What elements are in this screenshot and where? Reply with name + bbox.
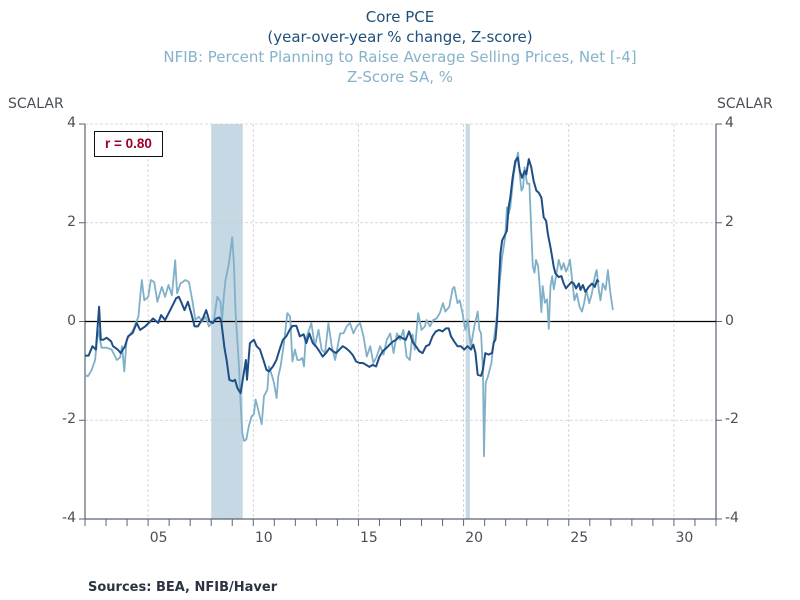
correlation-annotation: r = 0.80 [94,131,163,157]
left-y-tick-label: 0 [67,312,76,329]
left-axis-label: SCALAR [8,96,64,112]
x-tick-label: 15 [360,530,378,546]
left-y-tick-label: 2 [67,213,76,230]
left-y-tick-label: -2 [62,411,76,428]
series-line-core-pce [85,156,600,395]
left-y-tick-label: -4 [62,510,76,526]
chart-subtitle-secondary: NFIB: Percent Planning to Raise Average … [163,48,637,66]
chart-title: Core PCE [365,8,435,26]
right-axis-label: SCALAR [717,96,773,112]
chart-subtitle-secondary-units: Z-Score SA, % [346,68,454,86]
right-y-tick-label: -4 [725,510,739,526]
x-tick-label: 25 [570,530,589,546]
x-tick-label: 20 [465,530,484,546]
right-y-tick-label: 4 [725,115,734,131]
x-tick-label: 05 [149,530,168,546]
x-tick-label: 30 [675,530,694,546]
source-note: Sources: BEA, NFIB/Haver [88,580,278,595]
x-tick-label: 10 [254,530,273,546]
series-line-nfib [84,151,614,458]
right-y-tick-label: -2 [725,411,739,428]
chart-subtitle-primary: (year-over-year % change, Z-score) [267,28,533,46]
right-y-tick-label: 0 [725,312,734,329]
left-y-tick-label: 4 [67,115,76,131]
right-y-tick-label: 2 [725,213,734,230]
